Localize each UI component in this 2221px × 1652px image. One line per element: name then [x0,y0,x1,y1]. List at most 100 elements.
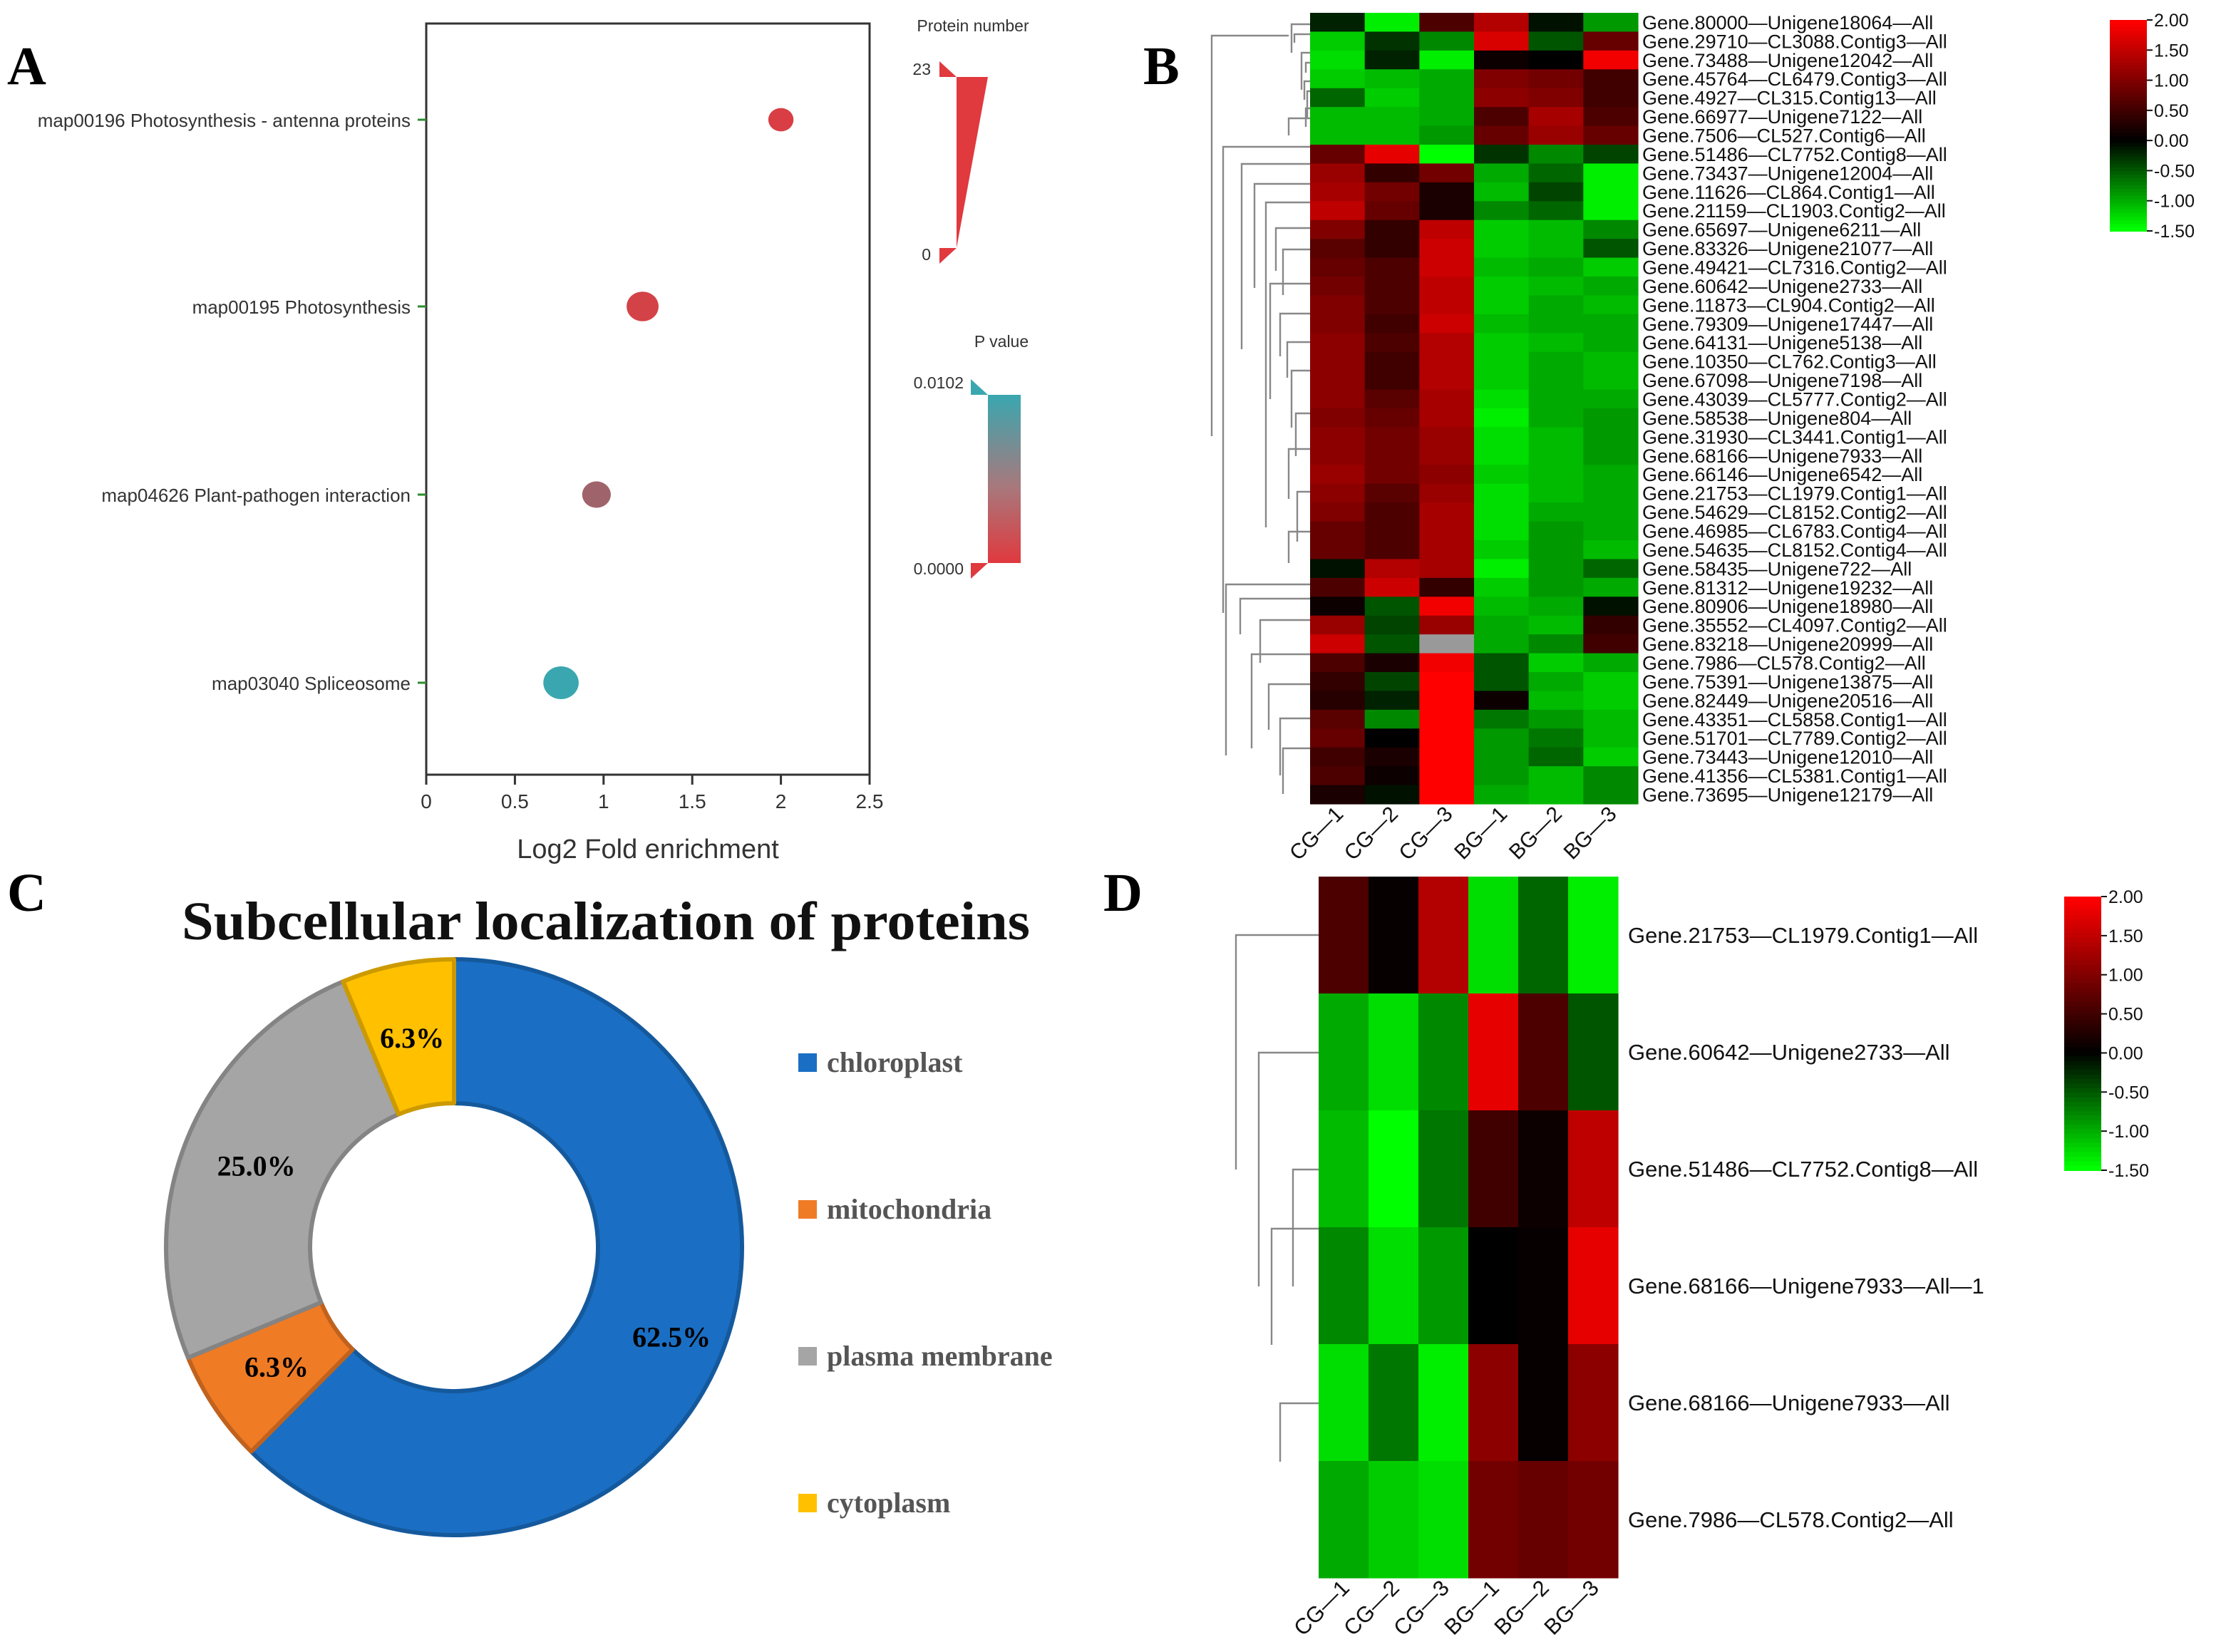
heat-cell [1418,1461,1469,1579]
legend-swatch [798,1347,817,1366]
heat-cell [1528,408,1584,428]
heat-cell [1310,634,1366,654]
row-label: Gene.79309—Unigene17447—All [1642,314,1933,335]
heat-cell [1419,502,1475,522]
heat-cell [1528,559,1584,579]
color-scale-segment [2110,213,2147,218]
heat-cell [1528,597,1584,616]
heat-cell [1419,408,1475,428]
color-scale-segment [2110,188,2147,193]
heat-cell [1364,691,1420,711]
row-label: Gene.49421—CL7316.Contig2—All [1642,257,1947,279]
color-scale-segment [2064,1024,2101,1030]
color-scale-label: -1.00 [2154,192,2195,212]
row-label: Gene.64131—Unigene5138—All [1642,332,1922,353]
heat-cell [1419,615,1475,635]
heat-cell [1528,465,1584,485]
color-scale-segment [2064,983,2101,988]
color-scale-segment [2110,51,2147,56]
heat-cell [1310,521,1366,541]
heat-cell [1583,389,1639,409]
heat-cell [1364,672,1420,692]
heat-cell [1528,239,1584,259]
panel-b: B [1143,11,2195,865]
color-scale-label: -1.50 [2154,222,2195,242]
color-scale-segment [2064,1079,2101,1085]
heat-cell [1364,107,1420,127]
row-label: Gene.68166—Unigene7933—All—1 [1628,1274,1984,1299]
color-scale-segment [2110,157,2147,162]
heat-cell [1528,107,1584,127]
heat-cell [1310,540,1366,560]
heat-cell [1310,371,1366,391]
color-scale-segment [2064,1147,2101,1153]
heat-cell [1583,634,1639,654]
heat-cell [1528,427,1584,447]
heat-cell [1419,239,1475,259]
heat-cell [1583,785,1639,805]
heat-cell [1419,691,1475,711]
heat-cell [1474,125,1530,145]
heat-cell [1364,371,1420,391]
heat-cell [1319,993,1369,1111]
color-scale-segment [2064,1042,2101,1048]
y-tick-label: map00196 Photosynthesis - antenna protei… [38,110,411,131]
heat-cell [1364,445,1420,465]
heat-cell [1528,445,1584,465]
heat-cell [1474,766,1530,786]
color-scale-segment [2110,224,2147,229]
row-label: Gene.82449—Unigene20516—All [1642,690,1933,711]
row-label: Gene.81312—Unigene19232—All [1642,577,1933,599]
heat-cell [1474,408,1530,428]
row-label: Gene.4927—CL315.Contig13—All [1642,88,1937,109]
column-label: BG—1 [1450,802,1512,864]
color-scale-segment [2064,1125,2101,1130]
column-label: BG—2 [1489,1575,1554,1640]
row-label: Gene.21753—CL1979.Contig1—All [1628,923,1978,948]
x-tick-label: 0 [421,790,432,812]
color-scale-segment [2064,910,2101,916]
row-label: Gene.67098—Unigene7198—All [1642,370,1922,391]
color-scale-segment [2064,1051,2101,1057]
row-label: Gene.73437—Unigene12004—All [1642,162,1933,184]
heat-cell [1518,1344,1569,1462]
color-scale-segment [2064,1015,2101,1021]
heat-cell [1364,277,1420,296]
heat-cell [1419,13,1475,33]
legend-label: plasma membrane [827,1340,1053,1372]
color-scale-label: -0.50 [2108,1083,2149,1103]
heat-cell [1364,88,1420,108]
heat-cell [1583,351,1639,371]
data-point [582,481,611,508]
heat-cell [1419,634,1475,654]
heat-cell [1528,728,1584,748]
heat-cell [1419,145,1475,165]
color-legend-min: 0.0000 [914,559,964,578]
heat-cell [1419,50,1475,70]
color-scale-segment [2064,1074,2101,1080]
heat-cell [1528,182,1584,202]
color-scale-label: 2.00 [2108,887,2143,907]
heat-cell [1364,163,1420,183]
heat-cell [1528,483,1584,503]
row-label: Gene.29710—CL3088.Contig3—All [1642,31,1947,52]
panel-b-letter: B [1143,36,1180,96]
donut-slice [164,979,401,1361]
size-legend-wedge [957,77,988,248]
heat-cell [1528,747,1584,767]
donut-slice [341,957,456,1117]
heat-cell [1364,13,1420,33]
color-scale-segment [2064,1038,2101,1043]
color-scale-segment [2110,217,2147,222]
heat-cell [1583,521,1639,541]
heat-cell [1310,277,1366,296]
heat-cell [1419,31,1475,51]
heat-cell [1474,483,1530,503]
heat-cell [1310,201,1366,221]
y-tick-label: map00195 Photosynthesis [192,296,411,318]
color-scale-segment [2110,58,2147,63]
row-label: Gene.60642—Unigene2733—All [1642,276,1922,297]
row-label: Gene.54635—CL8152.Contig4—All [1642,540,1947,561]
row-label: Gene.41356—CL5381.Contig1—All [1642,765,1947,787]
heat-cell [1364,728,1420,748]
